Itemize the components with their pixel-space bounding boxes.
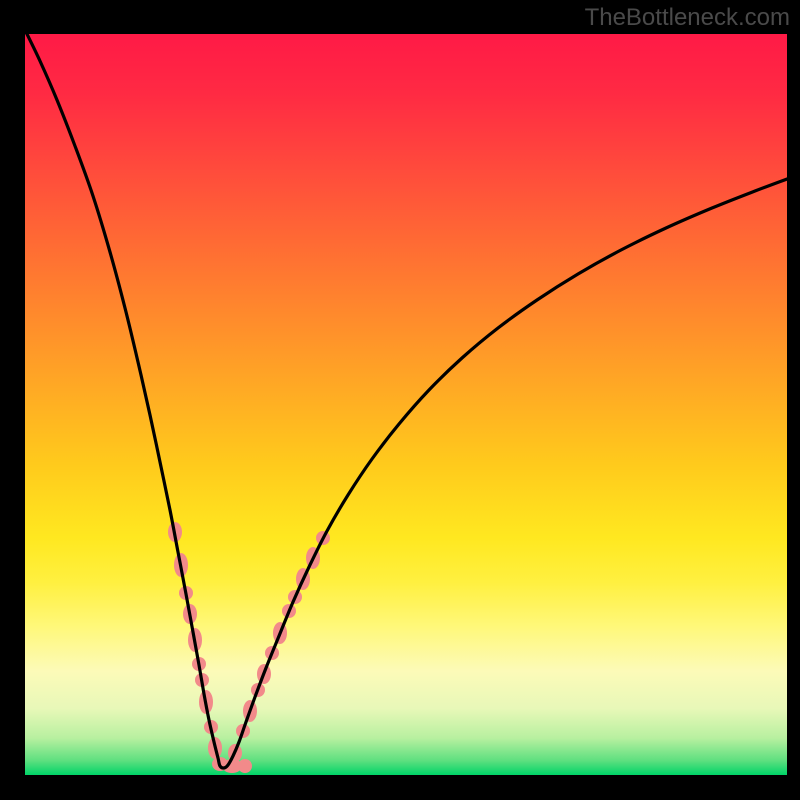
- curve-marker: [238, 759, 252, 773]
- bottleneck-chart: [0, 0, 800, 800]
- watermark-text: TheBottleneck.com: [585, 4, 790, 32]
- chart-container: TheBottleneck.com: [0, 0, 800, 800]
- chart-plot-area: [25, 34, 787, 775]
